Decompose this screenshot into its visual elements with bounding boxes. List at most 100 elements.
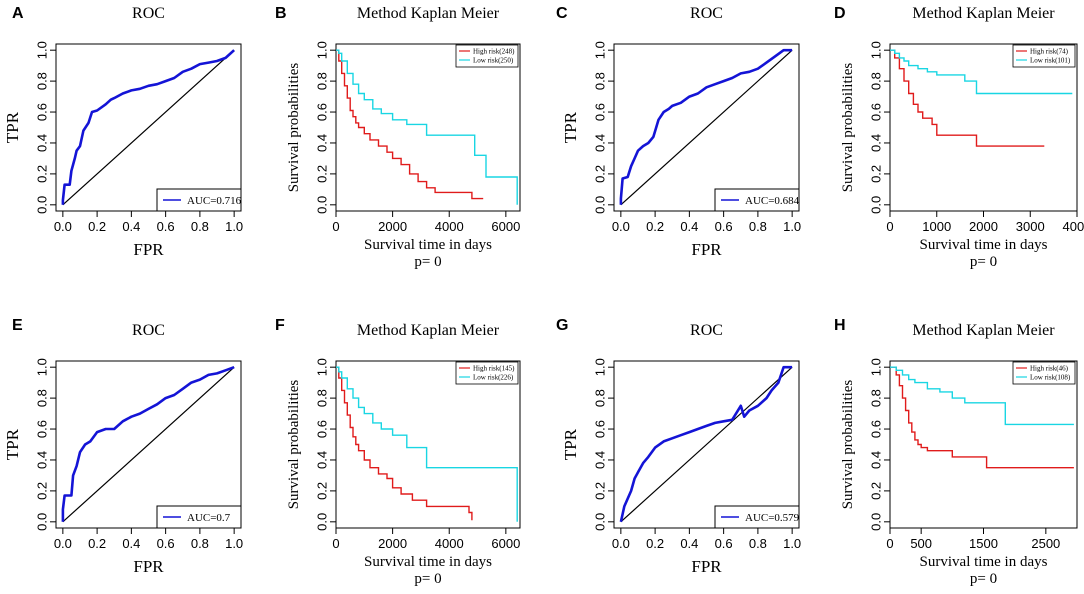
- y-tick-label: 0.4: [35, 451, 50, 469]
- p-value: p= 0: [970, 254, 997, 270]
- y-tick-label: 0.8: [35, 72, 50, 90]
- x-tick-label: 1.0: [225, 219, 243, 234]
- x-axis-label: Survival time in days: [364, 554, 492, 570]
- y-tick-label: 0.6: [869, 103, 884, 121]
- panel-letter: A: [12, 5, 24, 22]
- y-tick-label: 0.4: [315, 134, 330, 152]
- y-tick-label: 0.0: [315, 513, 330, 531]
- plot-frame: [55, 43, 242, 212]
- y-tick-label: 0.2: [593, 165, 608, 183]
- y-tick-label: 1.0: [35, 358, 50, 376]
- y-tick-label: 1.0: [35, 41, 50, 59]
- diagonal-line: [62, 366, 235, 523]
- x-tick-label: 0.4: [680, 536, 698, 551]
- y-tick-label: 0.0: [35, 196, 50, 214]
- x-tick-label: 0: [332, 219, 339, 234]
- chart-title: Method Kaplan Meier: [912, 5, 1055, 22]
- legend-label: AUC=0.684: [745, 195, 800, 207]
- legend-label-low: Low risk(101): [1030, 57, 1071, 65]
- legend: AUC=0.7: [156, 505, 242, 529]
- panel-d: D Method Kaplan Meier 0.0 0.2 0.4 0.6 0.8 1.0 0 1…: [834, 5, 1084, 270]
- chart-title: ROC: [132, 322, 165, 339]
- y-tick-label: 0.4: [593, 451, 608, 469]
- y-tick-label: 0.2: [593, 482, 608, 500]
- y-axis-label: TPR: [561, 111, 580, 143]
- x-tick-label: 4000: [435, 219, 464, 234]
- chart-title: Method Kaplan Meier: [357, 5, 500, 22]
- x-tick-label: 1.0: [225, 536, 243, 551]
- panel-letter: E: [12, 317, 23, 334]
- x-tick-label: 0.4: [680, 219, 698, 234]
- x-tick-label: 0.8: [749, 536, 767, 551]
- x-axis-label: Survival time in days: [920, 237, 1048, 253]
- y-tick-label: 1.0: [593, 358, 608, 376]
- y-tick-label: 0.4: [869, 134, 884, 152]
- km-curve-low-risk: [336, 366, 518, 522]
- panel-letter: F: [275, 317, 285, 334]
- legend-label: AUC=0.716: [187, 195, 242, 207]
- y-tick-label: 0.6: [593, 103, 608, 121]
- y-tick-label: 1.0: [593, 41, 608, 59]
- y-tick-label: 0.2: [869, 482, 884, 500]
- x-tick-label: 0: [332, 536, 339, 551]
- legend-label-low: Low risk(226): [473, 374, 514, 382]
- legend-box: [455, 44, 519, 68]
- km-curve-low-risk: [336, 49, 518, 205]
- plot-frame: [335, 360, 521, 529]
- p-value: p= 0: [970, 571, 997, 587]
- panel-g: G ROC 0.0 0.2 0.4 0.6 0.8 1.0 0.0 0.2 0.4 0.6 0.8 1.0…: [556, 317, 801, 576]
- x-axis-label: FPR: [691, 557, 722, 576]
- y-tick-label: 0.4: [315, 451, 330, 469]
- y-tick-label: 0.2: [35, 482, 50, 500]
- x-tick-label: 2000: [378, 536, 407, 551]
- diagonal-line: [620, 49, 793, 206]
- legend: High risk(46)Low risk(108): [1012, 361, 1076, 385]
- x-tick-label: 500: [910, 536, 932, 551]
- x-tick-label: 1000: [922, 219, 951, 234]
- x-tick-label: 0.4: [122, 536, 140, 551]
- y-tick-label: 0.6: [35, 420, 50, 438]
- y-tick-label: 0.6: [315, 420, 330, 438]
- chart-title: ROC: [132, 5, 165, 22]
- legend-box: [156, 505, 242, 529]
- chart-title: Method Kaplan Meier: [912, 322, 1055, 339]
- diagonal-line: [620, 366, 793, 523]
- plot-area: [890, 366, 1074, 469]
- panel-h: H Method Kaplan Meier 0.0 0.2 0.4 0.6 0.8 1.0 0 5…: [834, 317, 1078, 587]
- legend: High risk(248)Low risk(250): [455, 44, 519, 68]
- legend-label-low: Low risk(250): [473, 57, 514, 65]
- km-curve-low-risk: [890, 366, 1074, 426]
- y-tick-label: 0.8: [593, 72, 608, 90]
- x-tick-label: 0.2: [646, 219, 664, 234]
- km-curve-high-risk: [890, 49, 1045, 147]
- panel-letter: G: [556, 317, 568, 334]
- y-tick-label: 0.4: [593, 134, 608, 152]
- roc-curve: [619, 48, 793, 205]
- y-tick-label: 0.0: [869, 513, 884, 531]
- y-tick-label: 0.2: [315, 165, 330, 183]
- p-value: p= 0: [414, 571, 441, 587]
- y-tick-label: 0.8: [869, 389, 884, 407]
- y-tick-label: 0.6: [869, 420, 884, 438]
- y-tick-label: 0.8: [35, 389, 50, 407]
- diagonal-line: [62, 49, 235, 206]
- chart-title: ROC: [690, 5, 723, 22]
- plot-area: [61, 365, 235, 523]
- y-tick-label: 0.8: [869, 72, 884, 90]
- x-tick-label: 1.0: [783, 219, 801, 234]
- chart-title: ROC: [690, 322, 723, 339]
- legend: AUC=0.684: [714, 188, 800, 212]
- y-tick-label: 0.2: [35, 165, 50, 183]
- x-tick-label: 3000: [1016, 219, 1045, 234]
- plot-frame: [55, 360, 242, 529]
- legend: AUC=0.579: [714, 505, 800, 529]
- legend-label-high: High risk(248): [473, 48, 515, 56]
- x-tick-label: 0.8: [191, 536, 209, 551]
- km-curve-high-risk: [890, 366, 1074, 469]
- legend: High risk(145)Low risk(226): [455, 361, 519, 385]
- y-tick-label: 0.0: [593, 196, 608, 214]
- y-axis-label: Survival probabilities: [286, 380, 302, 510]
- y-tick-label: 1.0: [869, 358, 884, 376]
- x-tick-label: 0.2: [88, 219, 106, 234]
